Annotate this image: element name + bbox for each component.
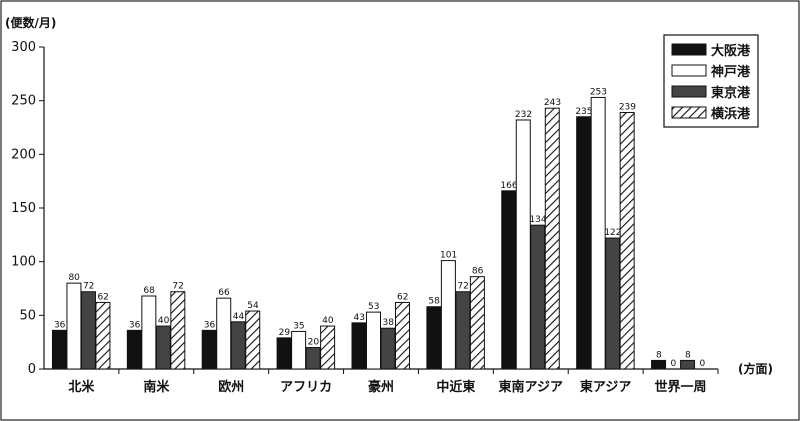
data-label: 0 xyxy=(670,359,676,369)
bar xyxy=(141,295,157,370)
x-axis-title: (方面) xyxy=(738,361,773,376)
bar xyxy=(95,301,111,370)
category-label: 北米 xyxy=(68,379,95,395)
data-label: 235 xyxy=(575,107,592,117)
data-label: 54 xyxy=(247,301,259,311)
bar xyxy=(201,329,217,370)
data-label: 8 xyxy=(656,350,662,360)
data-label: 36 xyxy=(54,320,66,330)
legend-label: 神戸港 xyxy=(711,64,751,80)
bar xyxy=(155,325,171,370)
data-label: 243 xyxy=(544,98,561,108)
data-label: 80 xyxy=(68,273,80,283)
y-tick-label: 150 xyxy=(11,201,36,216)
data-label: 122 xyxy=(604,228,621,238)
bar xyxy=(440,260,456,370)
category-label: 豪州 xyxy=(368,379,394,395)
bar xyxy=(66,282,82,370)
legend-label: 大阪港 xyxy=(711,43,751,59)
data-label: 101 xyxy=(440,251,457,261)
y-tick-label: 100 xyxy=(11,255,36,270)
y-tick-label: 300 xyxy=(11,40,36,55)
bar xyxy=(651,359,667,370)
bar xyxy=(469,276,485,370)
category-label: 東アジア xyxy=(580,379,631,395)
bar xyxy=(320,325,336,370)
data-label: 40 xyxy=(322,316,334,326)
bar xyxy=(80,291,96,370)
bar xyxy=(590,96,606,370)
y-axis-title: (便数/月) xyxy=(5,15,56,30)
data-label: 44 xyxy=(233,312,245,322)
bar xyxy=(170,291,186,370)
legend-label: 横浜港 xyxy=(711,106,751,122)
bar xyxy=(605,237,621,370)
bar xyxy=(515,119,531,370)
bar xyxy=(395,301,410,370)
data-label: 0 xyxy=(699,359,705,369)
bar xyxy=(351,322,367,370)
data-label: 58 xyxy=(428,297,440,307)
bar xyxy=(501,190,517,370)
bar xyxy=(51,329,67,370)
bar xyxy=(126,329,142,370)
data-label: 134 xyxy=(529,215,546,225)
data-label: 29 xyxy=(279,328,291,338)
bar xyxy=(216,297,232,370)
category-label: 欧州 xyxy=(218,379,244,395)
y-tick-label: 50 xyxy=(19,308,36,323)
y-tick-label: 0 xyxy=(28,362,36,377)
bar xyxy=(230,321,246,370)
data-label: 36 xyxy=(204,320,216,330)
data-label: 66 xyxy=(218,288,230,298)
legend-swatch xyxy=(671,106,707,119)
data-label: 166 xyxy=(500,181,517,191)
data-label: 239 xyxy=(619,102,636,112)
bar xyxy=(380,327,396,370)
data-label: 53 xyxy=(368,302,379,312)
data-label: 8 xyxy=(685,350,691,360)
bar xyxy=(366,311,381,370)
bar xyxy=(291,330,307,370)
data-label: 86 xyxy=(472,267,484,277)
bar xyxy=(426,306,442,370)
legend-swatch xyxy=(671,64,707,77)
bar xyxy=(544,107,560,370)
data-label: 68 xyxy=(143,286,155,296)
data-label: 72 xyxy=(83,282,94,292)
data-label: 35 xyxy=(293,321,304,331)
data-label: 62 xyxy=(97,292,108,302)
bar xyxy=(530,224,546,370)
bar xyxy=(276,337,292,370)
legend-label: 東京港 xyxy=(711,85,751,101)
legend-swatch xyxy=(671,43,707,56)
category-label: 中近東 xyxy=(436,379,475,395)
data-label: 72 xyxy=(172,282,183,292)
data-label: 40 xyxy=(158,316,170,326)
bar xyxy=(680,359,696,370)
y-tick-label: 200 xyxy=(11,147,36,162)
data-label: 62 xyxy=(397,292,408,302)
data-label: 38 xyxy=(383,318,395,328)
bar xyxy=(245,310,261,370)
category-label: アフリカ xyxy=(280,380,332,395)
category-label: 世界一周 xyxy=(655,379,707,395)
bar xyxy=(305,347,321,370)
data-label: 36 xyxy=(129,320,141,330)
legend-swatch xyxy=(671,85,707,98)
bar xyxy=(455,291,471,370)
data-label: 43 xyxy=(354,313,365,323)
bar xyxy=(576,116,592,370)
data-label: 253 xyxy=(590,87,607,97)
category-label: 東南アジア xyxy=(499,379,563,395)
category-label: 南米 xyxy=(143,379,170,395)
y-tick-label: 250 xyxy=(11,94,36,109)
data-label: 20 xyxy=(308,338,320,348)
data-label: 232 xyxy=(515,110,532,120)
data-label: 72 xyxy=(457,282,468,292)
bar xyxy=(619,111,635,370)
